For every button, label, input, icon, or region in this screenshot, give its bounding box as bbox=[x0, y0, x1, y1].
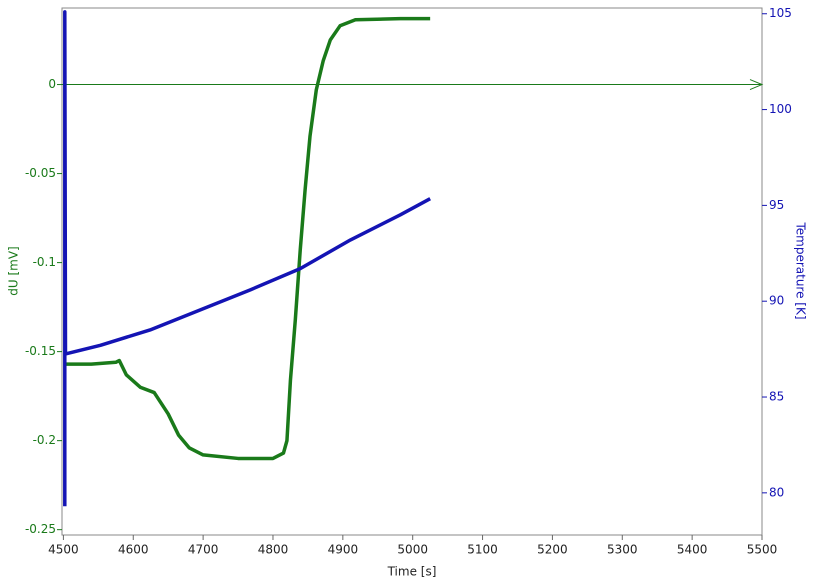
x-tick-label: 5300 bbox=[607, 543, 638, 557]
series-line bbox=[64, 16, 431, 461]
y-axis-label: dU [mV] bbox=[7, 246, 21, 295]
y-tick-label: -0.25 bbox=[25, 522, 56, 536]
x-tick-label: 4700 bbox=[188, 543, 219, 557]
y2-tick-label: 105 bbox=[769, 6, 792, 20]
y-tick-label: -0.1 bbox=[33, 255, 56, 269]
y2-tick-label: 95 bbox=[769, 198, 784, 212]
x-axis-label: Time [s] bbox=[387, 565, 437, 579]
y2-tick-label: 90 bbox=[769, 294, 784, 308]
y2-tick-label: 85 bbox=[769, 390, 784, 404]
x-tick-label: 4500 bbox=[48, 543, 79, 557]
x-tick-label: 5500 bbox=[747, 543, 778, 557]
y2-tick-label: 80 bbox=[769, 485, 784, 499]
x-tick-label: 5200 bbox=[537, 543, 568, 557]
y2-axis-label: Temperature [K] bbox=[794, 221, 808, 319]
plot-frame bbox=[61, 7, 763, 536]
x-tick-label: 5100 bbox=[467, 543, 498, 557]
y-tick-label: -0.15 bbox=[25, 344, 56, 358]
y-tick-label: -0.2 bbox=[33, 433, 56, 447]
x-tick-label: 5400 bbox=[677, 543, 708, 557]
y-tick-label: 0 bbox=[48, 77, 56, 91]
x-tick-label: 4600 bbox=[118, 543, 149, 557]
x-tick-label: 4800 bbox=[258, 543, 289, 557]
y-tick-label: -0.05 bbox=[25, 166, 56, 180]
y2-tick-label: 100 bbox=[769, 102, 792, 116]
x-tick-label: 5000 bbox=[397, 543, 428, 557]
series-line bbox=[63, 10, 431, 507]
zero-arrow bbox=[749, 79, 764, 91]
x-tick-label: 4900 bbox=[328, 543, 359, 557]
